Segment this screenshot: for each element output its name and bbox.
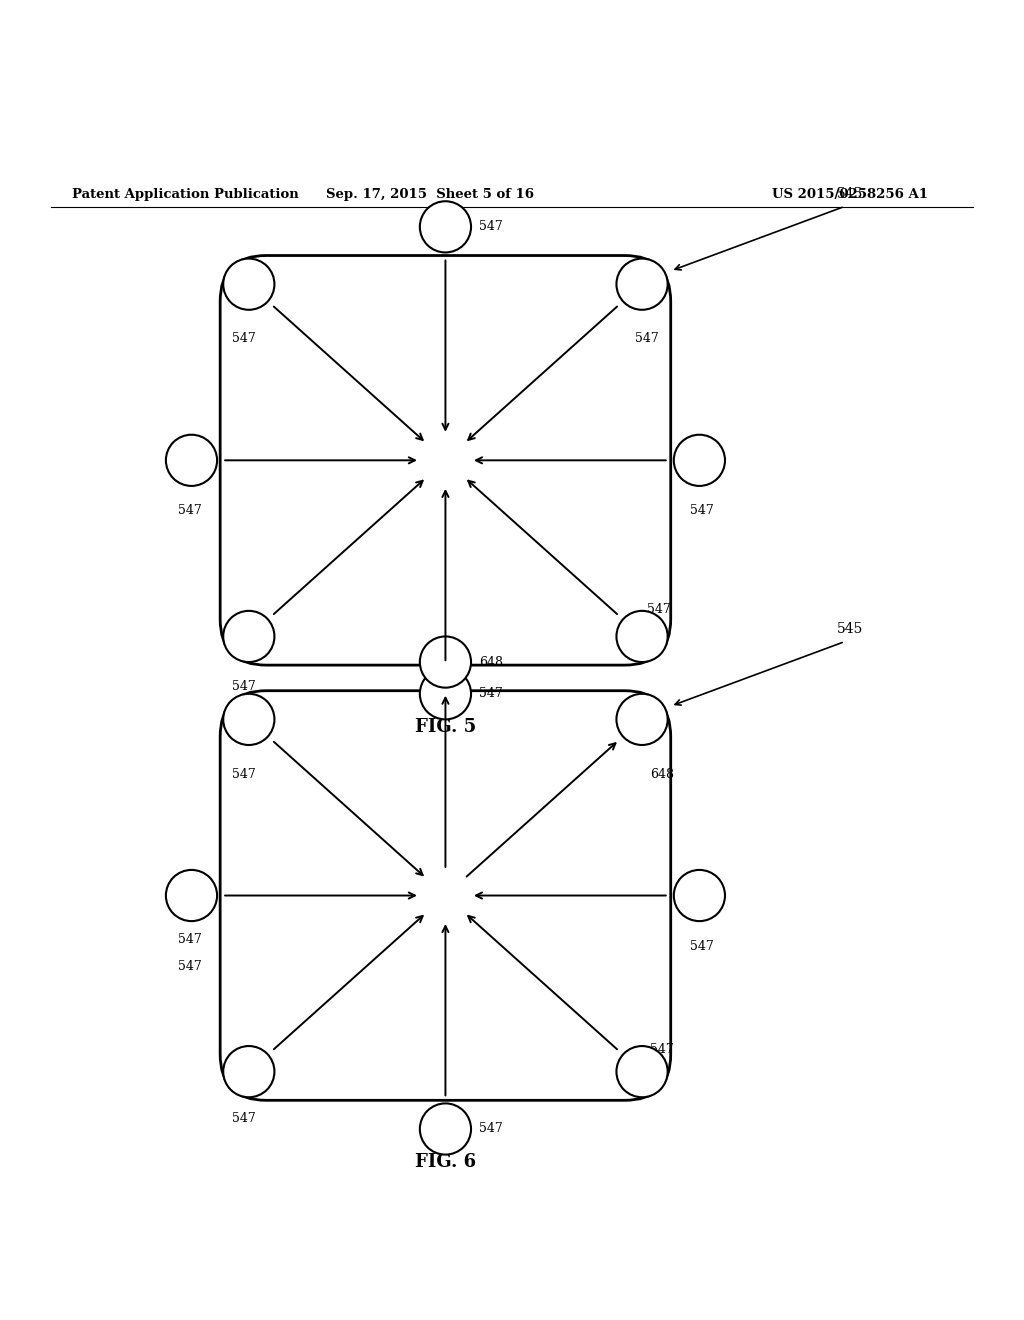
Text: 547: 547 (479, 1122, 503, 1135)
Text: 547: 547 (479, 688, 503, 701)
Circle shape (674, 434, 725, 486)
Text: 547: 547 (650, 1043, 674, 1056)
Text: Patent Application Publication: Patent Application Publication (72, 187, 298, 201)
Text: 547: 547 (635, 333, 659, 346)
Circle shape (616, 1045, 668, 1097)
Circle shape (674, 870, 725, 921)
Text: 547: 547 (231, 681, 256, 693)
Text: 547: 547 (231, 333, 256, 346)
Circle shape (616, 611, 668, 663)
Text: 545: 545 (837, 622, 863, 636)
Text: 547: 547 (177, 933, 202, 946)
FancyBboxPatch shape (220, 690, 671, 1101)
Text: 547: 547 (177, 504, 202, 517)
Text: US 2015/0258256 A1: US 2015/0258256 A1 (772, 187, 928, 201)
Text: 547: 547 (689, 504, 714, 517)
Circle shape (223, 259, 274, 310)
Circle shape (223, 1045, 274, 1097)
Text: 648: 648 (479, 656, 503, 668)
Text: 648: 648 (650, 767, 674, 780)
Text: FIG. 6: FIG. 6 (415, 1152, 476, 1171)
Text: Sep. 17, 2015  Sheet 5 of 16: Sep. 17, 2015 Sheet 5 of 16 (326, 187, 535, 201)
Text: 547: 547 (231, 1111, 256, 1125)
Text: 547: 547 (231, 767, 256, 780)
Text: FIG. 5: FIG. 5 (415, 718, 476, 735)
Circle shape (616, 694, 668, 744)
Circle shape (420, 201, 471, 252)
FancyBboxPatch shape (220, 256, 671, 665)
Text: 545: 545 (837, 187, 863, 201)
Text: 547: 547 (647, 603, 671, 616)
Circle shape (223, 611, 274, 663)
Circle shape (420, 1104, 471, 1155)
Text: 547: 547 (177, 960, 202, 973)
Circle shape (223, 694, 274, 744)
Text: 547: 547 (689, 940, 714, 953)
Circle shape (166, 870, 217, 921)
Circle shape (616, 259, 668, 310)
Text: 547: 547 (479, 220, 503, 234)
Circle shape (420, 668, 471, 719)
Circle shape (420, 636, 471, 688)
Circle shape (166, 434, 217, 486)
